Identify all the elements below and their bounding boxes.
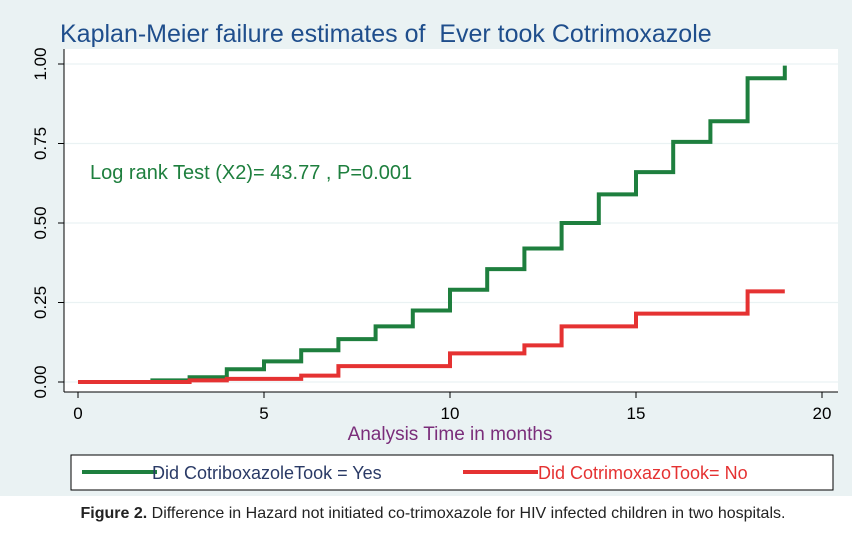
caption-label: Figure 2. bbox=[80, 505, 148, 522]
x-tick-label: 5 bbox=[259, 404, 268, 423]
chart-annotation: Log rank Test (X2)= 43.77 , P=0.001 bbox=[90, 162, 412, 184]
caption-text: Difference in Hazard not initiated co-tr… bbox=[147, 505, 786, 522]
series-layer bbox=[77, 65, 787, 384]
legend-label-1: Did CotriboxazoleTook = Yes bbox=[152, 463, 382, 483]
x-axis-label: Analysis Time in months bbox=[348, 424, 553, 445]
x-tick-label: 10 bbox=[441, 404, 460, 423]
y-tick-label: 0.50 bbox=[31, 206, 50, 239]
x-tick-label: 15 bbox=[627, 404, 646, 423]
legend-label-2: Did CotrimoxazoTook= No bbox=[538, 463, 748, 483]
figure-caption: Figure 2. Difference in Hazard not initi… bbox=[0, 505, 866, 523]
tick-layer: 0.00 0.25 0.50 0.75 1.00 0 5 10 15 20 bbox=[31, 47, 831, 423]
y-tick-label: 1.00 bbox=[31, 47, 50, 80]
chart-svg: 0.00 0.25 0.50 0.75 1.00 0 5 10 15 20 Log rank Te… bbox=[31, 47, 838, 491]
x-tick-label: 20 bbox=[813, 404, 832, 423]
x-tick-label: 0 bbox=[73, 404, 82, 423]
chart-title: Kaplan-Meier failure estimates of Ever t… bbox=[60, 20, 712, 48]
y-tick-label: 0.25 bbox=[31, 286, 50, 319]
series-line-2 bbox=[78, 289, 785, 384]
y-tick-label: 0.75 bbox=[31, 127, 50, 160]
y-tick-label: 0.00 bbox=[31, 365, 50, 398]
legend: Did CotriboxazoleTook = Yes Did Cotrimoxa… bbox=[82, 463, 748, 483]
legend-box bbox=[70, 454, 834, 491]
plot-area bbox=[64, 49, 838, 392]
